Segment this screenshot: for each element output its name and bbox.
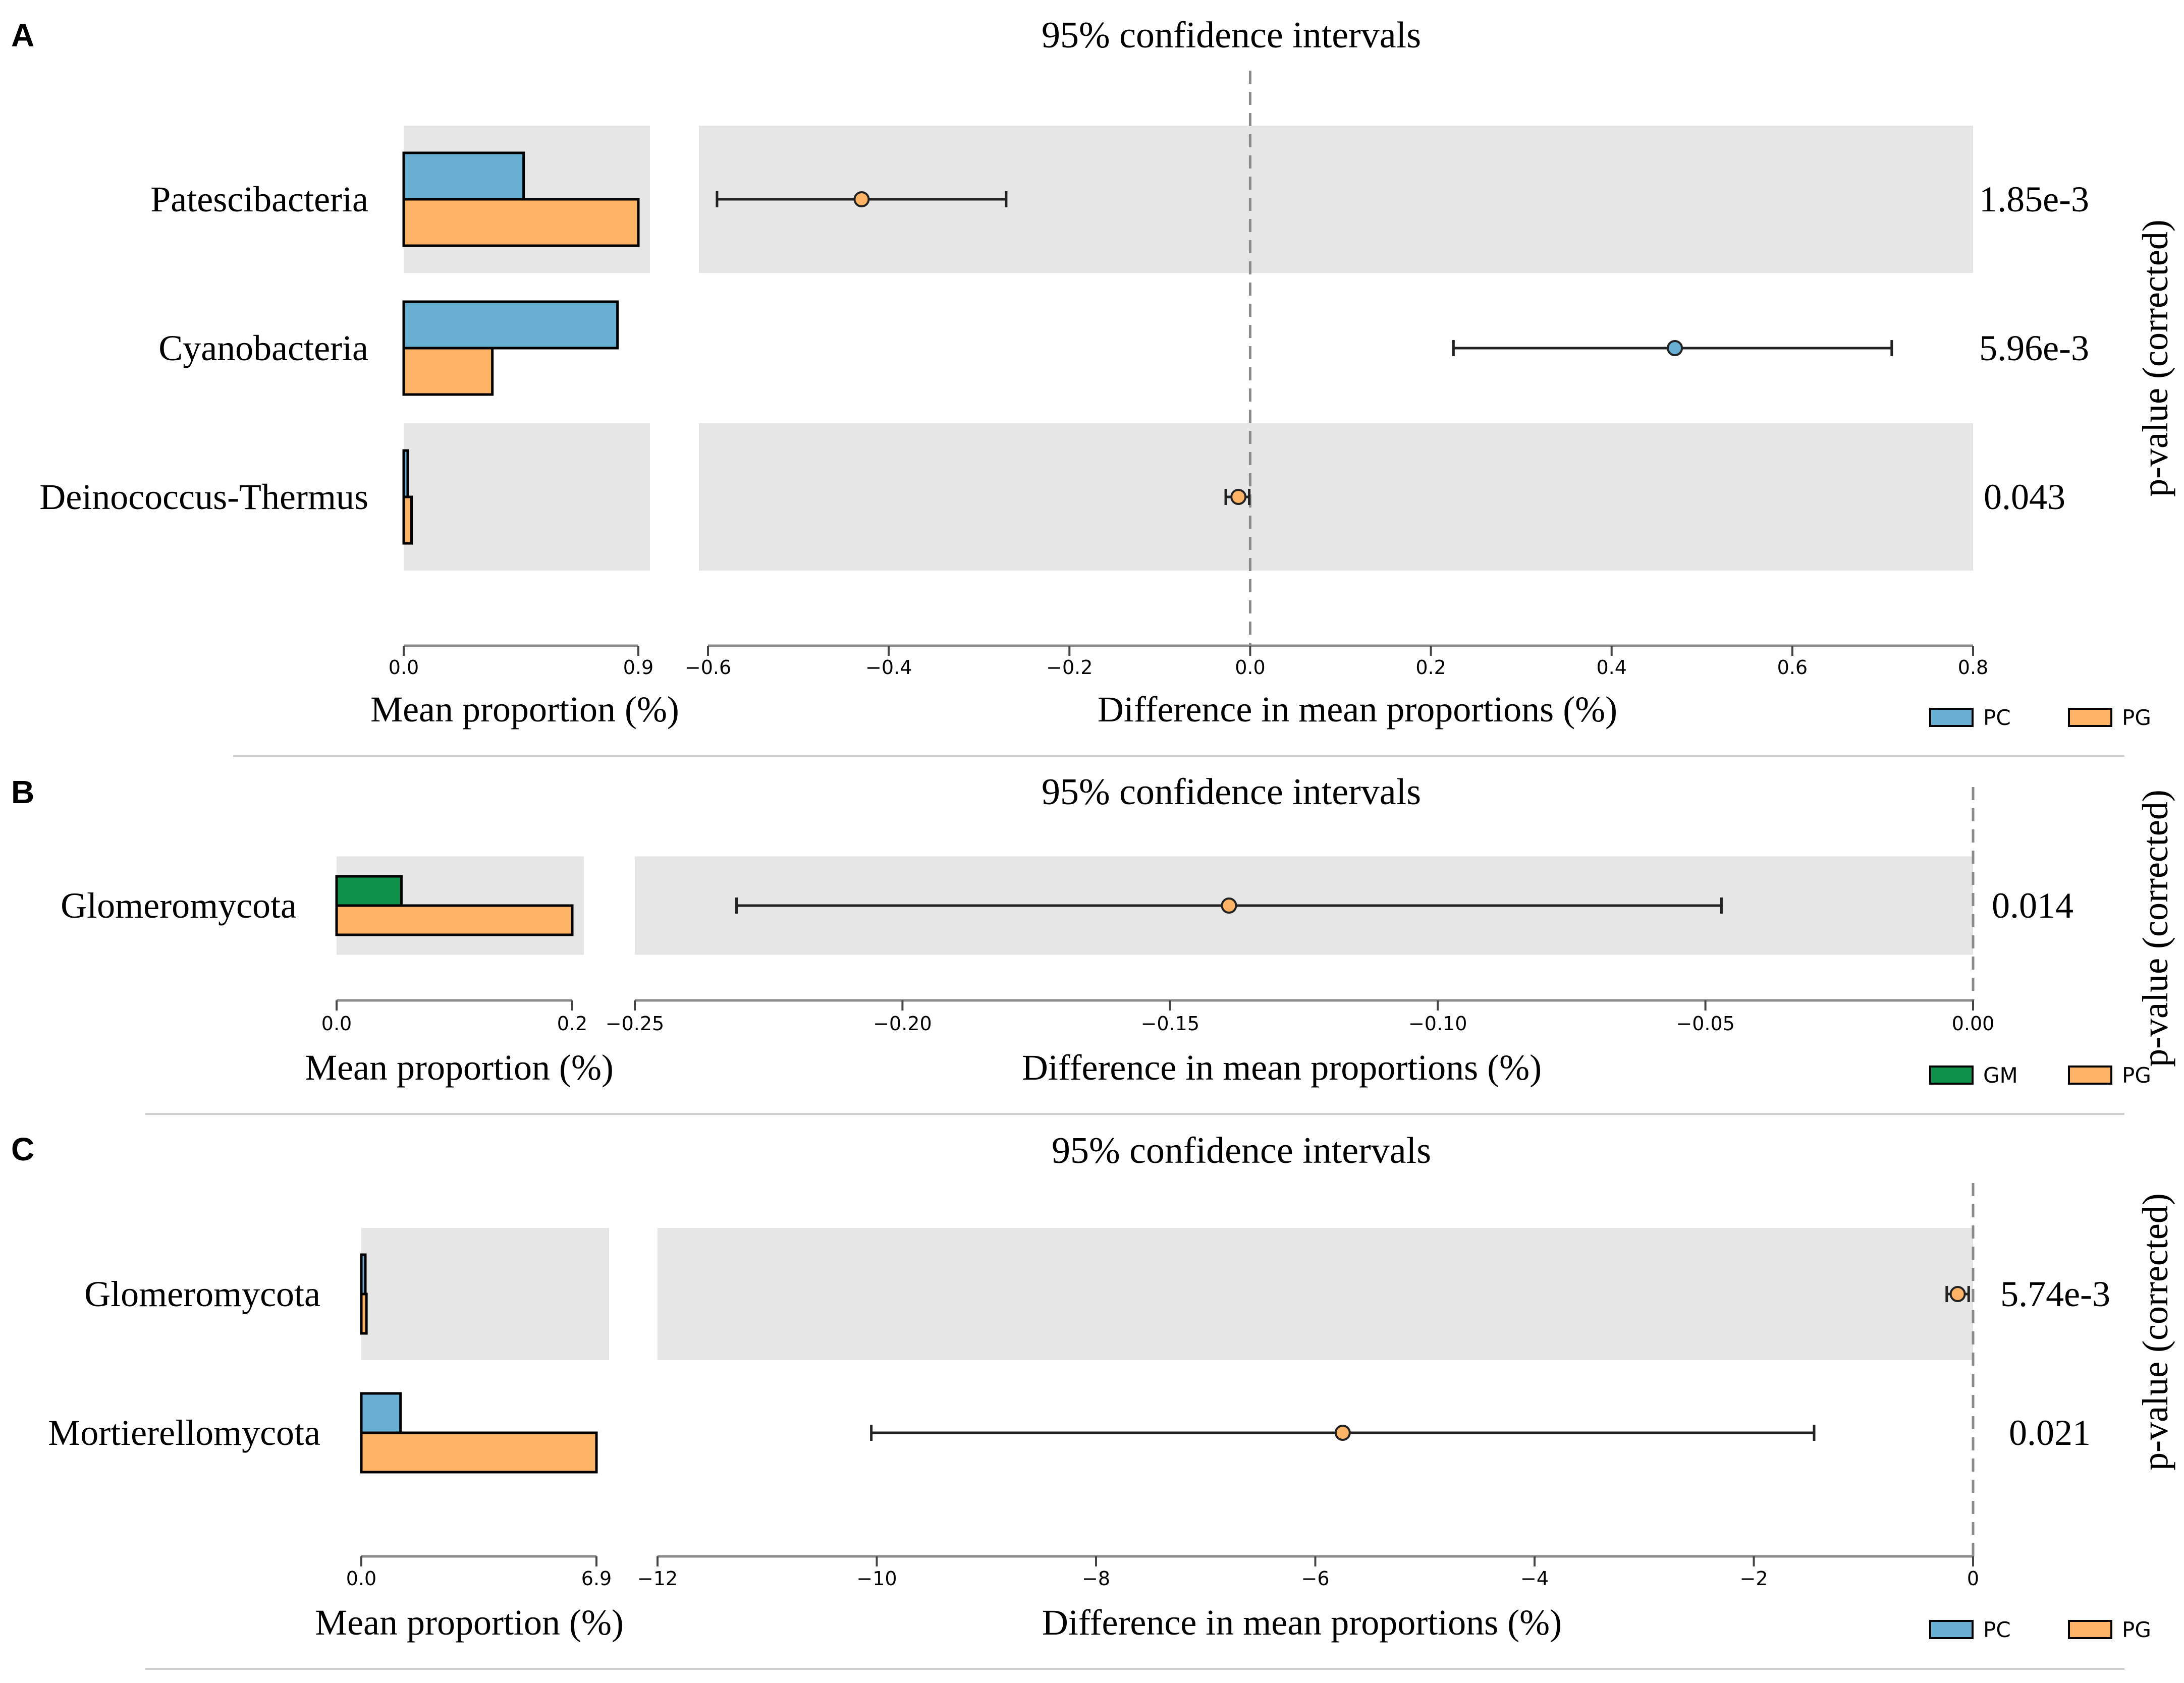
panel-c-bar-pg (360, 1431, 598, 1474)
panel-b-diff-tick-label: −0.15 (1141, 1013, 1199, 1035)
panel-a-diff-tick-label: −0.2 (1046, 656, 1093, 679)
panel-c: C 95% confidence intervals Glomeromycota 5.… (11, 1130, 2175, 1670)
panel-a-p-value: 5.96e-3 (1979, 328, 2089, 368)
panel-a-legend-label-pc: PC (1983, 705, 2011, 730)
panel-c-diff-tick-label: −4 (1520, 1567, 1549, 1590)
panel-c-diff-tick-label: −8 (1082, 1567, 1110, 1590)
panel-b-category-label: Glomeromycota (61, 885, 297, 926)
panel-a-diff-tick-label: 0.4 (1596, 656, 1626, 679)
panel-b-mean-xlabel: Mean proportion (%) (305, 1047, 614, 1088)
panel-a-diff-tick-label: 0.0 (1235, 656, 1265, 679)
panel-b-p-value: 0.014 (1992, 885, 2073, 926)
panel-c-diff-tick-label: −6 (1301, 1567, 1329, 1590)
panel-a-mean-tick-label: 0.9 (623, 656, 653, 679)
panel-b-pvalue-axis-label: p-value (corrected) (2135, 790, 2175, 1067)
panel-b-diff-tick-label: −0.05 (1676, 1013, 1734, 1035)
panel-c-legend-swatch-pc (1929, 1620, 1974, 1639)
panel-c-p-value: 0.021 (2009, 1413, 2091, 1453)
panel-c-mean-tick-label: 0.0 (346, 1567, 376, 1590)
panel-b-bar-pg (335, 904, 574, 936)
panel-c-letter: C (11, 1131, 34, 1167)
panel-a: A 95% confidence intervals Patescibacteria… (11, 15, 2175, 757)
panel-b-diff-tick-label: −0.10 (1408, 1013, 1467, 1035)
panel-a-bar-pc (402, 151, 525, 201)
panel-a-diff-tick-label: −0.6 (685, 656, 731, 679)
panel-a-diff-band (699, 423, 1973, 571)
panel-a-estimate-point (1667, 340, 1683, 356)
panel-c-mean-xlabel: Mean proportion (%) (315, 1602, 624, 1643)
panel-c-bar-pc (360, 1253, 367, 1296)
panel-a-p-value: 0.043 (1984, 477, 2065, 517)
panel-c-legend-label-pc: PC (1983, 1617, 2011, 1642)
panel-a-diff-tick-label: 0.6 (1777, 656, 1808, 679)
panel-b-legend-label-gm: GM (1983, 1063, 2018, 1088)
panel-a-category-label: Patescibacteria (150, 179, 368, 219)
panel-a-mean-xlabel: Mean proportion (%) (370, 689, 679, 730)
panel-a-legend-swatch-pg (2068, 708, 2112, 727)
panel-a-diff-tick-label: −0.4 (865, 656, 912, 679)
panel-b-estimate-point (1221, 897, 1237, 914)
panel-c-pvalue-axis-label: p-value (corrected) (2135, 1193, 2175, 1471)
panel-b-bar-gm (335, 875, 403, 907)
panel-c-mean-band (361, 1228, 609, 1360)
panel-a-mean-band (404, 423, 650, 571)
panel-a-bar-pg (402, 495, 413, 545)
panel-a-category-label: Cyanobacteria (158, 328, 368, 368)
panel-c-legend-swatch-pg (2068, 1620, 2112, 1639)
panel-c-bar-pg (360, 1293, 368, 1335)
panel-a-bar-pg (402, 198, 640, 247)
panel-b-mean-tick-label: 0.0 (321, 1013, 352, 1035)
panel-c-mean-tick-label: 6.9 (581, 1567, 612, 1590)
panel-a-bar-pc (402, 300, 619, 350)
panel-b-letter: B (11, 774, 34, 810)
panel-a-letter: A (11, 17, 34, 53)
panel-a-bar-pc (402, 449, 409, 498)
panel-a-estimate-point (1230, 489, 1247, 505)
panel-c-diff-tick-label: −10 (856, 1567, 897, 1590)
panel-c-title: 95% confidence intervals (1052, 1130, 1431, 1171)
panel-a-diff-tick-label: 0.8 (1958, 656, 1988, 679)
panel-c-diff-tick-label: −12 (637, 1567, 678, 1590)
panel-c-legend-label-pg: PG (2122, 1617, 2151, 1642)
panel-b-diff-tick-label: −0.20 (873, 1013, 932, 1035)
panel-a-bar-pg (402, 347, 494, 396)
panel-b-diff-tick-label: 0.00 (1952, 1013, 1995, 1035)
panel-c-p-value: 5.74e-3 (2000, 1274, 2110, 1314)
panel-a-mean-tick-label: 0.0 (389, 656, 419, 679)
panel-a-title: 95% confidence intervals (1042, 15, 1421, 56)
panel-a-estimate-point (853, 191, 870, 207)
panel-c-category-label: Glomeromycota (84, 1274, 320, 1314)
panel-c-diff-band (658, 1228, 1973, 1360)
panel-b-diff-tick-label: −0.25 (606, 1013, 664, 1035)
panel-c-estimate-point (1949, 1286, 1966, 1302)
panel-b: B 95% confidence intervals Glomeromycota 0.… (11, 771, 2175, 1115)
panel-a-pvalue-axis-label: p-value (corrected) (2135, 219, 2175, 497)
panel-a-category-label: Deinococcus-Thermus (39, 477, 368, 517)
panel-a-diff-tick-label: 0.2 (1415, 656, 1446, 679)
panel-b-diff-xlabel: Difference in mean proportions (%) (1022, 1047, 1542, 1088)
panel-b-mean-tick-label: 0.2 (557, 1013, 587, 1035)
panel-b-legend-swatch-pg (2068, 1065, 2112, 1085)
panel-c-bar-pc (360, 1392, 402, 1434)
panel-c-diff-tick-label: −2 (1739, 1567, 1768, 1590)
panel-c-diff-tick-label: 0 (1967, 1567, 1979, 1590)
panel-c-diff-xlabel: Difference in mean proportions (%) (1042, 1602, 1562, 1643)
panel-b-legend-swatch-gm (1929, 1065, 1974, 1085)
panel-a-legend-swatch-pc (1929, 708, 1974, 727)
panel-c-category-label: Mortierellomycota (48, 1413, 320, 1453)
panel-b-title: 95% confidence intervals (1042, 771, 1421, 813)
panel-a-p-value: 1.85e-3 (1979, 179, 2089, 219)
panel-a-diff-xlabel: Difference in mean proportions (%) (1098, 689, 1617, 730)
panel-a-legend-label-pg: PG (2122, 705, 2151, 730)
panel-b-legend-label-pg: PG (2122, 1063, 2151, 1088)
panel-c-estimate-point (1334, 1425, 1351, 1441)
